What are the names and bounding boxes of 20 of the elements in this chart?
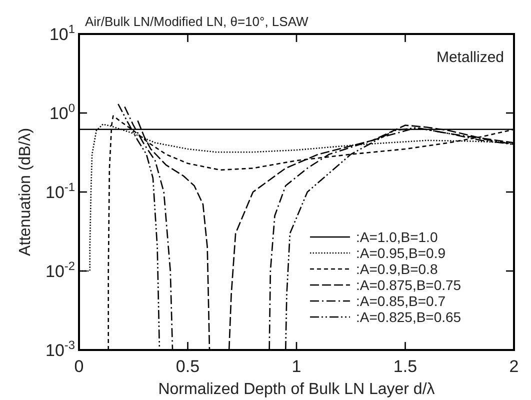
x-axis-title: Normalized Depth of Bulk LN Layer d/λ (158, 381, 435, 398)
y-tick-label: 10$^{-2}$ (46, 259, 76, 281)
annotation: Metallized (436, 49, 504, 66)
legend-label: :A=0.9,B=0.8 (356, 261, 438, 277)
y-tick-label: 10$^{-1}$ (46, 180, 76, 202)
legend-label: :A=0.875,B=0.75 (356, 277, 462, 293)
y-tick-label: 10$^{1}$ (49, 22, 76, 44)
x-tick-label: 0 (74, 357, 84, 376)
y-tick-label: 10$^{0}$ (49, 101, 76, 123)
legend-label: :A=1.0,B=1.0 (356, 229, 438, 245)
chart-title: Air/Bulk LN/Modified LN, θ=10°, LSAW (85, 14, 310, 29)
legend-label: :A=0.85,B=0.7 (356, 293, 446, 309)
legend-label: :A=0.825,B=0.65 (356, 309, 462, 325)
x-tick-label: 0.5 (176, 357, 200, 376)
y-axis-title: Attenuation (dB/λ) (17, 128, 34, 256)
x-tick-label: 1 (292, 357, 302, 376)
legend-label: :A=0.95,B=0.9 (356, 245, 446, 261)
x-tick-label: 1.5 (393, 357, 418, 376)
y-tick-label: 10$^{-3}$ (46, 338, 76, 360)
x-tick-label: 2 (509, 357, 519, 376)
